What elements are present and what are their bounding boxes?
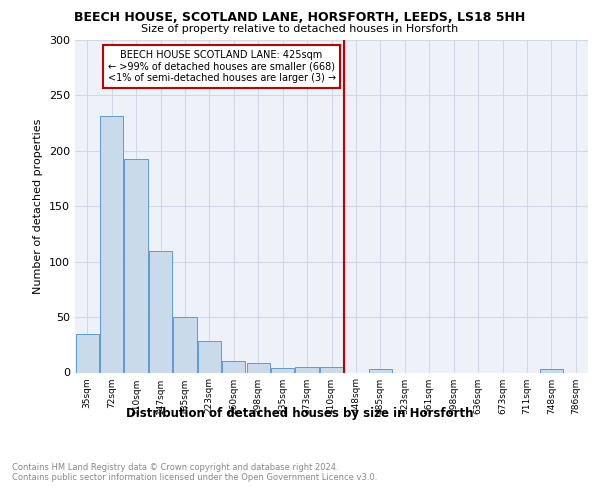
Y-axis label: Number of detached properties: Number of detached properties (34, 118, 43, 294)
Text: Contains HM Land Registry data © Crown copyright and database right 2024.
Contai: Contains HM Land Registry data © Crown c… (12, 462, 377, 482)
Bar (271, 368, 294, 372)
Bar (369, 369, 392, 372)
Bar (100, 116, 123, 372)
Bar (124, 158, 148, 372)
Bar (247, 362, 270, 372)
Bar (173, 317, 197, 372)
Bar (540, 369, 563, 372)
Bar (76, 334, 99, 372)
Text: BEECH HOUSE SCOTLAND LANE: 425sqm
← >99% of detached houses are smaller (668)
<1: BEECH HOUSE SCOTLAND LANE: 425sqm ← >99%… (107, 50, 335, 83)
Bar (222, 362, 245, 372)
Bar (198, 342, 221, 372)
Bar (295, 367, 319, 372)
Text: BEECH HOUSE, SCOTLAND LANE, HORSFORTH, LEEDS, LS18 5HH: BEECH HOUSE, SCOTLAND LANE, HORSFORTH, L… (74, 11, 526, 24)
Text: Distribution of detached houses by size in Horsforth: Distribution of detached houses by size … (126, 408, 474, 420)
Text: Size of property relative to detached houses in Horsforth: Size of property relative to detached ho… (142, 24, 458, 34)
Bar (149, 250, 172, 372)
Bar (320, 367, 343, 372)
